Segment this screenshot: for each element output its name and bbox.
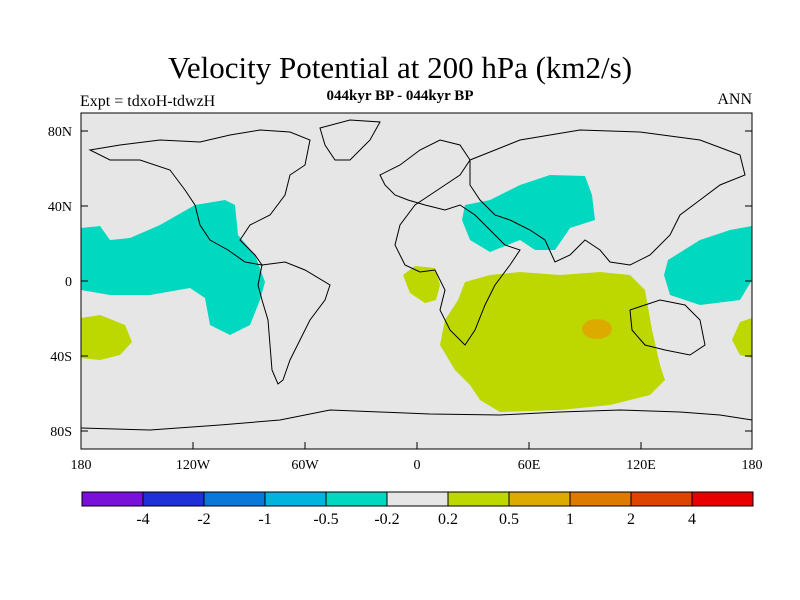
south-pacific-positive	[81, 315, 132, 360]
lon-label-180w: 180	[71, 458, 92, 473]
colorbar-label: -2	[197, 511, 210, 528]
coastlines	[80, 119, 753, 431]
lon-tick-marks	[80, 442, 753, 449]
colorbar-swatch	[142, 491, 205, 507]
lat-label-0: 0	[65, 275, 72, 290]
greenland-coast	[319, 119, 381, 161]
lat-label-40n: 40N	[48, 200, 72, 215]
lon-label-0: 0	[414, 458, 421, 473]
asia-negative	[462, 175, 595, 252]
season-label: ANN	[717, 91, 752, 108]
east-pacific-negative	[81, 200, 265, 335]
colorbar-swatch	[691, 491, 754, 507]
west-pacific-negative	[664, 226, 752, 305]
lon-label-60w: 60W	[291, 458, 319, 473]
lat-tick-marks	[81, 130, 752, 432]
colorbar-swatch	[325, 491, 388, 507]
lon-label-120e: 120E	[626, 458, 656, 473]
colorbar-swatch	[264, 491, 327, 507]
antarctica-coast	[80, 409, 753, 431]
colorbar-swatch	[569, 491, 632, 507]
colorbar-label: -1	[258, 511, 271, 528]
lat-label-40s: 40S	[50, 350, 72, 365]
indian-ocean-positive	[440, 272, 665, 412]
lon-label-180e: 180	[742, 458, 763, 473]
negative-contours	[81, 175, 752, 335]
colorbar-swatch	[508, 491, 571, 507]
europe-africa-coast	[379, 139, 521, 346]
lat-tick-labels: 80N 40N 0 40S 80S	[48, 125, 72, 440]
indian-ocean-peak	[582, 319, 612, 339]
colorbar-label: -0.5	[313, 511, 338, 528]
colorbar-label: 0.5	[499, 511, 519, 528]
asia-coast	[469, 129, 746, 266]
colorbar-label: 2	[627, 511, 635, 528]
colorbar-swatch	[630, 491, 693, 507]
experiment-label: Expt = tdxoH-tdwzH	[80, 93, 216, 110]
plot-subtitle: 044kyr BP - 044kyr BP	[326, 88, 474, 104]
south-america-coast	[257, 261, 331, 385]
colorbar-label: -0.2	[374, 511, 399, 528]
lat-label-80n: 80N	[48, 125, 72, 140]
colorbar: -4 -2 -1 -0.5 -0.2 0.2 0.5 1 2 4	[81, 491, 754, 528]
lon-label-120w: 120W	[176, 458, 211, 473]
colorbar-label: 1	[566, 511, 574, 528]
colorbar-swatch	[447, 491, 510, 507]
lon-label-60e: 60E	[518, 458, 541, 473]
plot-title: Velocity Potential at 200 hPa (km2/s)	[167, 50, 633, 85]
atlantic-africa-positive	[403, 266, 440, 303]
colorbar-label: -4	[136, 511, 149, 528]
colorbar-label: 0.2	[438, 511, 458, 528]
colorbar-swatch	[81, 491, 144, 507]
north-america-coast	[88, 129, 311, 266]
colorbar-swatch	[203, 491, 266, 507]
lat-label-80s: 80S	[50, 425, 72, 440]
lon-tick-labels: 180 120W 60W 0 60E 120E 180	[71, 458, 763, 473]
australia-coast	[629, 299, 706, 356]
colorbar-label: 4	[688, 511, 696, 528]
australia-positive	[732, 318, 752, 358]
colorbar-swatch	[386, 491, 449, 507]
positive-contours	[81, 266, 752, 412]
